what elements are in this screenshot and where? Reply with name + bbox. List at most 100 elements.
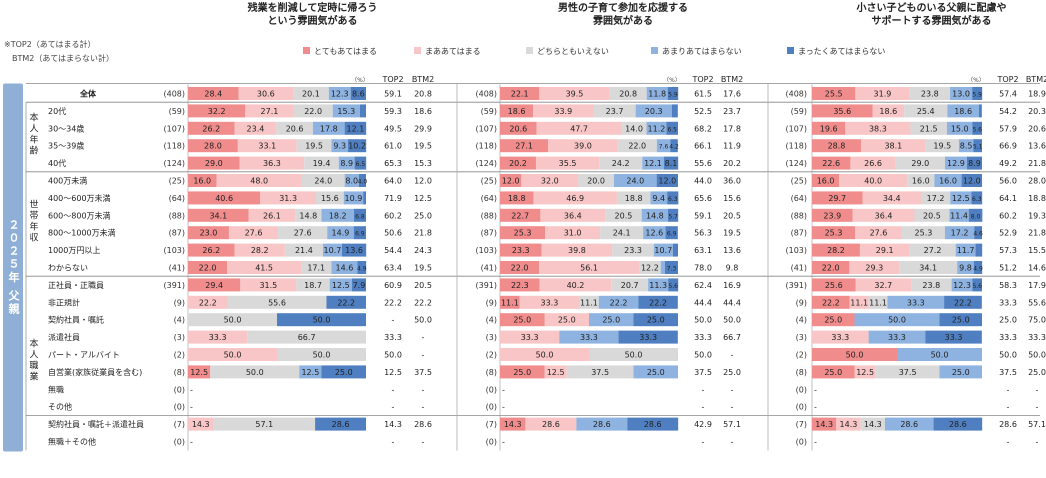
- bar-segment: [852, 208, 915, 222]
- bar-segment: [237, 139, 297, 153]
- bar-segment: [188, 156, 240, 170]
- bar-segment: [344, 121, 367, 135]
- n-count: (8): [486, 368, 497, 377]
- bar-segment: [613, 174, 657, 187]
- bar-value-label: 50.0: [224, 316, 242, 325]
- bar-value-label: 33.3: [945, 333, 963, 342]
- panel-title: 男性の子育て参加を応援する: [558, 1, 688, 14]
- bar-value-label: 34.1: [919, 264, 937, 273]
- row-label: その他: [48, 402, 72, 412]
- n-count: (25): [481, 177, 497, 186]
- row-label: 800～1000万未満: [48, 228, 116, 238]
- bar-segment: [579, 295, 599, 309]
- bar-value-label: 11.1: [869, 298, 887, 307]
- top2-value: -: [392, 403, 395, 412]
- bar-value-label: 33.3: [639, 333, 657, 342]
- bar-segment: [950, 87, 973, 100]
- n-count: (118): [475, 142, 497, 151]
- bar-value-label: 14.6: [336, 264, 354, 273]
- bar-empty-label: -: [190, 385, 193, 394]
- btm2-value: 20.3: [1028, 107, 1046, 116]
- top2-value: 59.1: [384, 90, 402, 99]
- bar-value-label: 6.9: [355, 231, 365, 238]
- n-count: (25): [169, 177, 185, 186]
- bar-segment: [521, 174, 579, 187]
- n-count: (0): [796, 438, 807, 447]
- bar-segment: [612, 243, 654, 257]
- bar-value-label: 26.2: [202, 124, 220, 133]
- bar-segment: [920, 191, 951, 205]
- row-label: 無職: [48, 384, 64, 394]
- top2-value: 25.0: [999, 316, 1017, 325]
- bar-segment: [188, 104, 246, 118]
- bar-value-label: 50.0: [536, 351, 554, 360]
- n-count: (41): [169, 264, 185, 273]
- group-label: 世帯年収: [29, 199, 38, 244]
- bar-segment: [238, 87, 294, 100]
- bar-segment: [944, 226, 975, 240]
- legend-swatch: [526, 47, 533, 54]
- n-count: (4): [486, 316, 497, 325]
- bar-segment: [544, 313, 589, 327]
- bar-segment: [836, 417, 861, 431]
- panel-title: 雰囲気がある: [593, 14, 653, 27]
- bar-segment: [539, 278, 612, 292]
- bar-value-label: 33.9: [554, 107, 572, 116]
- bar-segment: [293, 104, 333, 118]
- btm2-value: 25.0: [1028, 368, 1046, 377]
- btm2-value: 19.5: [414, 264, 432, 273]
- bar-segment: [536, 121, 622, 135]
- bar-segment: [260, 191, 316, 205]
- top2-value: 12.5: [384, 368, 402, 377]
- bar-segment: [315, 191, 344, 205]
- bar-segment: [951, 278, 973, 292]
- bar-segment: [812, 295, 850, 309]
- bar-segment: [248, 208, 296, 222]
- row-label: 400～600万未満: [48, 193, 111, 203]
- btm2-value: 13.6: [723, 246, 741, 255]
- bar-value-label: 11.3: [649, 281, 667, 290]
- bar-value-label: 33.3: [831, 333, 849, 342]
- bar-value-label: 16.0: [912, 177, 930, 186]
- bar-value-label: 20.0: [587, 177, 605, 186]
- bar-value-label: 27.1: [515, 142, 533, 151]
- bar-value-label: 36.4: [564, 211, 582, 220]
- bar-value-label: 23.0: [200, 229, 218, 238]
- n-count: (88): [481, 211, 497, 220]
- bar-value-label: 29.4: [205, 281, 223, 290]
- bar-segment: [500, 139, 549, 153]
- bar-value-label: 4.9: [973, 266, 983, 273]
- bar-segment: [660, 261, 666, 274]
- bar-segment: [545, 226, 601, 240]
- bar-segment: [665, 261, 678, 274]
- bar-value-label: 14.0: [625, 124, 643, 133]
- top2-value: -: [702, 403, 705, 412]
- bar-value-label: 35.5: [559, 159, 577, 168]
- bar-value-label: 25.0: [647, 316, 665, 325]
- bar-value-label: 17.8: [320, 124, 338, 133]
- top2-value: 52.5: [694, 107, 712, 116]
- bar-segment: [332, 104, 360, 118]
- bar-segment: [227, 295, 327, 309]
- btm2-value: -: [422, 385, 425, 394]
- bar-value-label: 25.4: [917, 107, 935, 116]
- top2-value: 60.2: [999, 211, 1017, 220]
- bar-value-label: 19.6: [820, 124, 838, 133]
- legend-label: あまりあてはまらない: [662, 47, 742, 56]
- bar-value-label: 33.3: [580, 333, 598, 342]
- bar-segment: [925, 330, 982, 344]
- top2-header: TOP2: [996, 75, 1018, 84]
- bar-segment: [228, 226, 279, 240]
- top2-value: 44.4: [694, 298, 712, 307]
- bar-value-label: 18.6: [879, 107, 897, 116]
- bar-segment: [500, 278, 540, 292]
- top2-value: 28.6: [999, 420, 1017, 429]
- bar-value-label: 15.3: [337, 107, 355, 116]
- bar-segment: [812, 313, 855, 327]
- bar-segment: [667, 87, 679, 100]
- bar-value-label: 7.3: [667, 266, 677, 273]
- btm2-value: 15.6: [723, 194, 741, 203]
- bar-segment: [868, 295, 888, 309]
- bar-segment: [643, 226, 666, 240]
